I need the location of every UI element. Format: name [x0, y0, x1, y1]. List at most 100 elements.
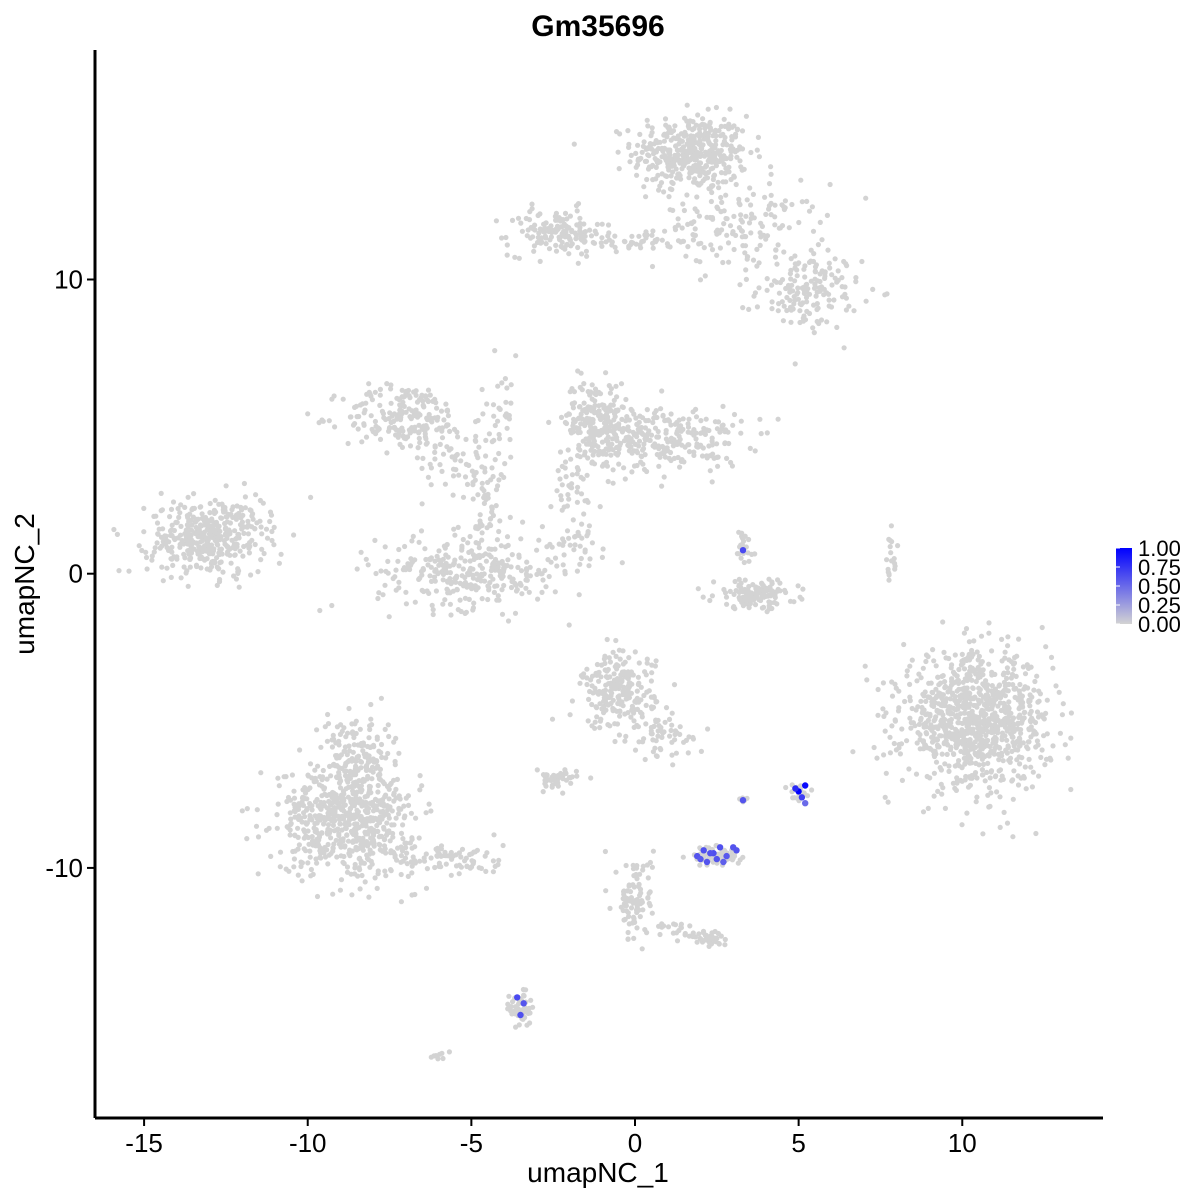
cell-point: [350, 749, 356, 755]
cell-point: [742, 533, 748, 539]
cell-point: [239, 524, 245, 530]
cell-point: [666, 124, 672, 130]
cell-point: [621, 465, 627, 471]
cell-point: [745, 254, 751, 260]
cell-point: [673, 750, 680, 756]
cell-point: [601, 656, 608, 662]
cell-point: [584, 472, 590, 478]
cell-point: [963, 756, 969, 762]
cell-point: [315, 763, 321, 769]
cell-point: [405, 873, 411, 880]
cell-point: [619, 677, 625, 683]
cell-point: [534, 571, 540, 578]
cell-point: [623, 862, 629, 869]
cell-point: [723, 165, 729, 171]
cell-point: [628, 690, 635, 696]
cell-point: [638, 459, 644, 465]
cell-point: [423, 436, 429, 442]
cell-point: [695, 586, 701, 592]
cell-point: [921, 721, 927, 727]
cell-point: [746, 583, 752, 590]
cell-point: [575, 260, 581, 266]
cell-point: [635, 724, 642, 730]
cell-point: [1016, 714, 1022, 721]
cell-point: [386, 614, 392, 620]
cell-point: [463, 436, 469, 442]
cell-point: [947, 709, 953, 715]
cell-point: [609, 441, 615, 447]
cell-point: [1004, 820, 1011, 826]
cell-point: [1068, 735, 1074, 741]
cell-point: [325, 822, 332, 828]
cell-point: [685, 750, 691, 756]
cell-point: [974, 649, 980, 655]
cell-point: [696, 213, 703, 219]
cell-point: [714, 935, 720, 942]
cell-point: [677, 731, 683, 738]
cell-point: [962, 694, 968, 700]
cell-point: [503, 399, 509, 405]
cell-point: [571, 547, 577, 553]
cell-point: [685, 123, 692, 129]
cell-point: [479, 530, 485, 536]
cell-point: [407, 414, 413, 420]
cell-point: [756, 285, 762, 291]
cell-point: [473, 525, 479, 531]
cell-point: [960, 660, 966, 666]
cell-point: [364, 793, 370, 799]
cell-point: [581, 381, 587, 387]
cell-point: [396, 750, 402, 756]
cell-point: [325, 841, 331, 848]
cell-point: [599, 221, 605, 227]
cell-point: [997, 745, 1003, 751]
cell-point: [189, 507, 195, 513]
cell-point: [400, 822, 406, 828]
cell-point: [1028, 764, 1034, 770]
cell-point: [437, 441, 443, 447]
cell-point: [312, 767, 318, 773]
cell-point: [904, 668, 910, 674]
cell-point: [348, 414, 354, 420]
cell-point: [338, 877, 345, 883]
cell-point: [652, 156, 658, 162]
cell-point: [301, 846, 307, 852]
cell-point: [410, 533, 416, 540]
cell-point: [457, 580, 463, 586]
cell-point: [590, 690, 596, 696]
cell-point: [398, 853, 404, 859]
cell-point: [377, 386, 383, 392]
cell-point: [574, 773, 580, 779]
cell-point: [707, 597, 713, 604]
cell-point: [564, 528, 571, 534]
cell-point: [159, 507, 165, 513]
cell-point: [942, 679, 948, 685]
cell-point: [463, 609, 469, 615]
cell-point: [797, 594, 803, 600]
cell-point: [444, 407, 451, 413]
cell-point: [938, 781, 944, 787]
cell-point: [654, 414, 660, 421]
cell-point: [144, 566, 150, 572]
cell-point: [782, 198, 789, 204]
cell-point: [434, 553, 440, 559]
cell-point: [665, 924, 672, 930]
cell-point: [952, 737, 958, 743]
cell-point: [558, 414, 565, 420]
cell-point: [659, 483, 665, 489]
cell-point: [792, 361, 798, 367]
cell-point: [995, 703, 1001, 709]
cell-point: [986, 620, 992, 626]
cell-point: [674, 419, 680, 426]
cell-point: [1017, 736, 1023, 742]
cell-point: [537, 226, 543, 232]
cell-point: [176, 514, 182, 521]
cell-point: [989, 703, 996, 709]
cell-point: [1029, 784, 1035, 790]
cell-point: [532, 227, 538, 233]
cell-point: [576, 592, 582, 598]
cell-point: [185, 514, 191, 521]
cell-point: [813, 262, 820, 268]
cell-point: [596, 413, 602, 419]
cell-point: [641, 441, 647, 447]
cell-point: [558, 493, 564, 499]
